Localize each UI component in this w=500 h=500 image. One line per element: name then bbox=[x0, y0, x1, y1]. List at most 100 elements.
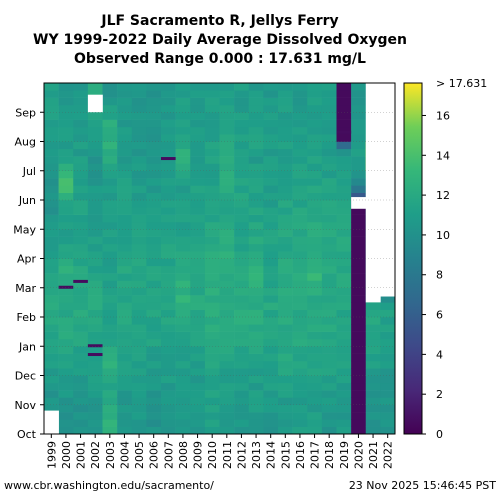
heatmap-cell bbox=[234, 112, 250, 120]
y-tick-label: Jan bbox=[18, 340, 36, 353]
heatmap-cell bbox=[292, 346, 308, 354]
heatmap-cell bbox=[131, 324, 147, 332]
heatmap-cell bbox=[351, 170, 367, 179]
heatmap-cell bbox=[87, 390, 103, 398]
heatmap-cell bbox=[248, 397, 264, 406]
heatmap-cell bbox=[321, 148, 337, 157]
heatmap-cell bbox=[161, 368, 176, 376]
x-tick-label: 2013 bbox=[250, 441, 263, 469]
heatmap-cell bbox=[58, 229, 74, 237]
heatmap-cell bbox=[146, 192, 162, 201]
heatmap-cell bbox=[336, 83, 352, 91]
heatmap-cell bbox=[146, 273, 162, 281]
heatmap-cell bbox=[161, 317, 176, 325]
heatmap-cell bbox=[219, 200, 235, 208]
heatmap-cell bbox=[175, 426, 191, 435]
heatmap-cell bbox=[161, 309, 176, 318]
heatmap-cell bbox=[102, 185, 118, 193]
heatmap-cell bbox=[102, 390, 118, 398]
heatmap-cell bbox=[58, 390, 74, 398]
heatmap-cell bbox=[234, 178, 250, 186]
heatmap-cell bbox=[131, 353, 147, 362]
heatmap-cell bbox=[219, 295, 235, 303]
heatmap-cell bbox=[161, 207, 176, 215]
heatmap-cell bbox=[102, 309, 118, 318]
heatmap-cell bbox=[234, 156, 250, 164]
heatmap-cell bbox=[146, 302, 162, 310]
heatmap-cell bbox=[321, 287, 337, 296]
heatmap-cell bbox=[380, 412, 396, 420]
heatmap-cell bbox=[307, 170, 323, 179]
heatmap-cell bbox=[44, 207, 59, 215]
heatmap-cell bbox=[117, 404, 133, 413]
heatmap-cell bbox=[351, 163, 367, 172]
heatmap-cell bbox=[278, 280, 293, 289]
heatmap-cell bbox=[161, 251, 176, 259]
heatmap-cell bbox=[44, 156, 59, 164]
heatmap-cell bbox=[219, 104, 235, 113]
heatmap-cell bbox=[380, 426, 396, 435]
heatmap-cell bbox=[146, 178, 162, 186]
heatmap-cell bbox=[234, 317, 250, 325]
heatmap-cell bbox=[146, 258, 162, 267]
heatmap-cell bbox=[380, 368, 396, 376]
heatmap-cell bbox=[248, 148, 264, 157]
missing-data-block bbox=[351, 197, 367, 209]
heatmap-cell bbox=[87, 265, 103, 274]
heatmap-cell bbox=[44, 302, 59, 310]
heatmap-cell bbox=[204, 236, 220, 245]
heatmap-cell bbox=[161, 141, 176, 150]
heatmap-cell bbox=[336, 258, 352, 267]
heatmap-cell bbox=[102, 368, 118, 376]
heatmap-cell bbox=[58, 375, 74, 384]
heatmap-cell bbox=[58, 317, 74, 325]
heatmap-cell bbox=[87, 214, 103, 223]
heatmap-cell bbox=[321, 426, 337, 435]
heatmap-cell bbox=[131, 236, 147, 245]
heatmap-cell bbox=[44, 163, 59, 172]
heatmap-cell bbox=[58, 126, 74, 135]
heatmap-cell bbox=[131, 163, 147, 172]
heatmap-cell bbox=[336, 397, 352, 406]
heatmap-cell bbox=[234, 200, 250, 208]
heatmap-cell bbox=[190, 426, 206, 435]
heatmap-cell bbox=[146, 141, 162, 150]
heatmap-cell bbox=[190, 338, 206, 347]
heatmap-cell bbox=[336, 368, 352, 376]
heatmap-cell bbox=[234, 309, 250, 318]
heatmap-cell bbox=[336, 324, 352, 332]
heatmap-cell bbox=[117, 324, 133, 332]
heatmap-cell bbox=[190, 229, 206, 237]
heatmap-cell bbox=[263, 265, 279, 274]
heatmap-cell bbox=[234, 185, 250, 193]
heatmap-cell bbox=[73, 258, 89, 267]
heatmap-cell bbox=[44, 141, 59, 150]
heatmap-cell bbox=[117, 185, 133, 193]
heatmap-cell bbox=[131, 214, 147, 223]
heatmap-cell bbox=[102, 243, 118, 252]
heatmap-cell bbox=[161, 397, 176, 406]
heatmap-cell bbox=[278, 170, 293, 179]
heatmap-cell bbox=[321, 397, 337, 406]
heatmap-cell bbox=[321, 119, 337, 128]
heatmap-cell bbox=[204, 382, 220, 391]
heatmap-cell bbox=[161, 178, 176, 186]
heatmap-cell bbox=[307, 126, 323, 135]
heatmap-cell bbox=[248, 295, 264, 303]
heatmap-cell bbox=[161, 265, 176, 274]
heatmap-cell bbox=[161, 375, 176, 384]
heatmap-cell bbox=[263, 360, 279, 369]
heatmap-cell bbox=[175, 390, 191, 398]
timestamp: 23 Nov 2025 15:46:45 PST bbox=[349, 479, 496, 492]
heatmap-cell bbox=[336, 280, 352, 289]
heatmap-cell bbox=[278, 404, 293, 413]
heatmap-cell bbox=[321, 207, 337, 215]
heatmap-cell bbox=[102, 236, 118, 245]
heatmap-cell bbox=[73, 390, 89, 398]
heatmap-cell bbox=[204, 280, 220, 289]
heatmap-cell bbox=[131, 265, 147, 274]
heatmap-cell bbox=[204, 170, 220, 179]
heatmap-cell bbox=[351, 141, 367, 150]
heatmap-cell bbox=[146, 419, 162, 427]
heatmap-cell bbox=[175, 90, 191, 98]
